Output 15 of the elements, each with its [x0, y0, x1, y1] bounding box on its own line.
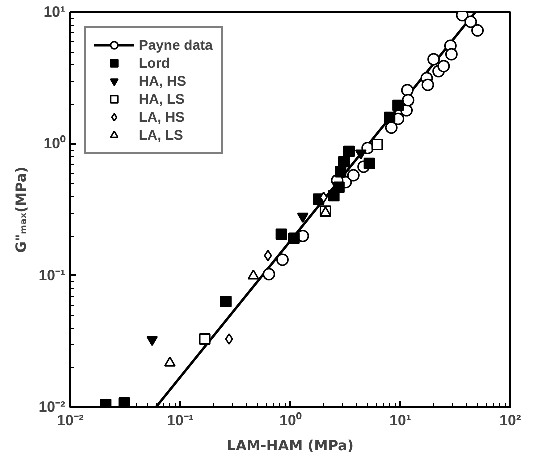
y-tick-label: 10¹: [44, 4, 66, 21]
x-axis-title: LAM-HAM (MPa): [227, 438, 354, 454]
x-tick-label: 10²: [500, 412, 522, 430]
legend-label: LA, LS: [139, 126, 184, 144]
legend-label: LA, HS: [139, 108, 185, 126]
legend-label: HA, LS: [139, 90, 185, 108]
x-tick-label: 10⁰: [280, 412, 302, 430]
legend-label: Payne data: [139, 36, 213, 54]
y-tick-label: 10⁻¹: [38, 267, 66, 284]
y-tick-label: 10⁰: [44, 134, 66, 153]
x-tick-label: 10¹: [390, 412, 412, 430]
y-axis-title: G"ₘₐₓ(MPa): [14, 166, 30, 254]
x-tick-label: 10⁻¹: [167, 412, 194, 430]
legend-label: Lord: [139, 54, 170, 72]
legend-label: HA, HS: [139, 72, 186, 90]
